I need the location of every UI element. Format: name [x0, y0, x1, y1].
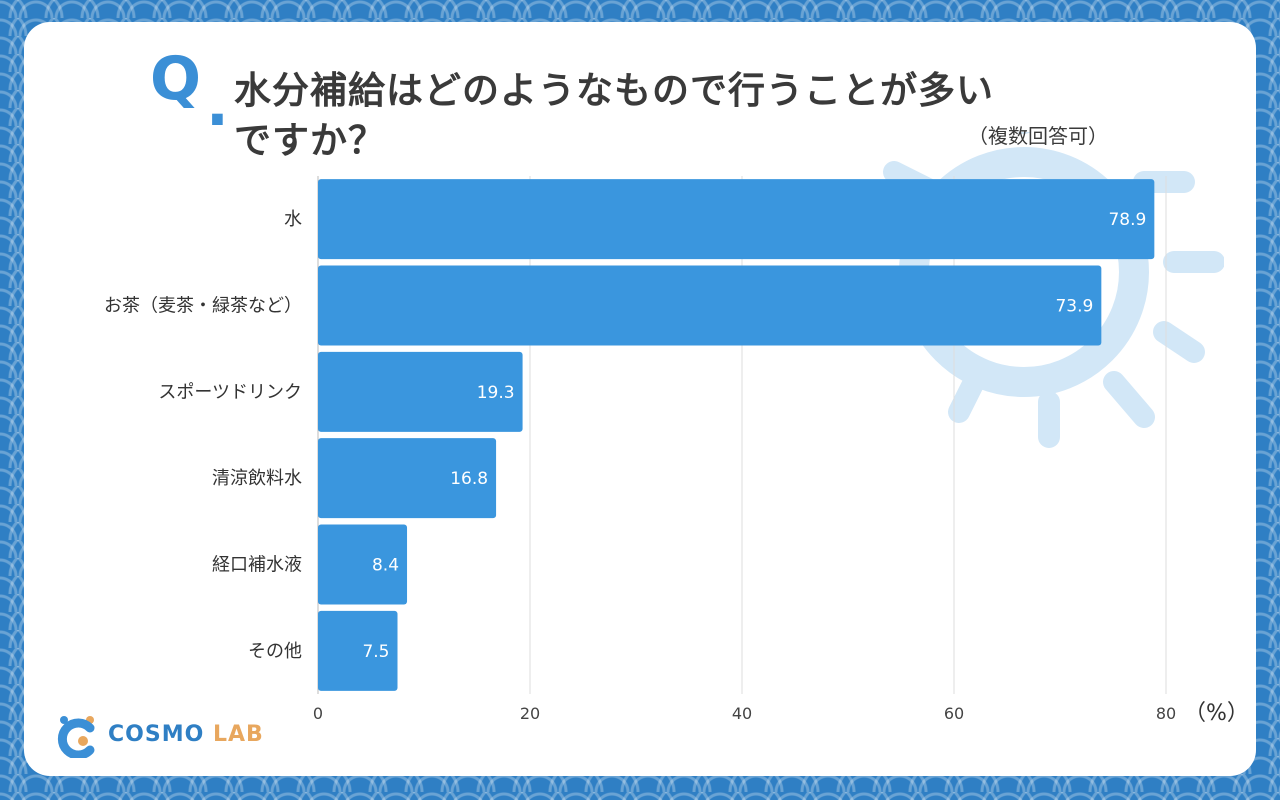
- x-tick-label: 60: [944, 704, 964, 723]
- card: Q . 水分補給はどのようなもので行うことが多い ですか？ （複数回答可） 78…: [24, 22, 1256, 776]
- question-note: （複数回答可）: [968, 124, 1108, 148]
- bar-chart: 78.9 73.9 19.3 16.8 8.4 7.5 水お茶（麦茶・緑茶など） スポーツド…: [104, 176, 1249, 726]
- question-line-1: 水分補給はどのようなもので行うことが多い: [234, 69, 994, 112]
- bar: [318, 438, 497, 519]
- bar: [318, 524, 408, 605]
- bar-value-label: 16.8: [450, 469, 488, 489]
- bar: [318, 610, 398, 691]
- x-axis-unit: （%）: [1184, 701, 1249, 726]
- bar-value-label: 7.5: [362, 642, 389, 662]
- category-label: お茶（麦茶・緑茶など）: [104, 296, 302, 317]
- bar-value-label: 8.4: [372, 556, 399, 576]
- question-title: 水分補給はどのようなもので行うことが多い ですか？: [234, 66, 1134, 166]
- bar-value-label: 19.3: [477, 383, 515, 403]
- bar: [318, 265, 1102, 346]
- x-axis-ticks: 0 20 40 60 80: [313, 704, 1176, 723]
- q-dot: .: [206, 70, 229, 140]
- bar: [318, 351, 523, 432]
- category-label: 経口補水液: [212, 555, 302, 576]
- grid-lines: [317, 176, 1167, 694]
- logo-text-cosmo: COSMO: [108, 722, 205, 747]
- x-tick-label: 40: [732, 704, 752, 723]
- x-tick-label: 80: [1156, 704, 1176, 723]
- cosmo-lab-logo-icon: [57, 716, 95, 758]
- q-mark: Q: [150, 44, 202, 114]
- x-tick-label: 0: [313, 704, 323, 723]
- bar-value-label: 73.9: [1055, 297, 1093, 317]
- category-label: その他: [248, 641, 302, 662]
- logo-text: COSMO LAB: [108, 722, 264, 747]
- x-tick-label: 20: [520, 704, 540, 723]
- logo-text-lab: LAB: [212, 722, 264, 747]
- category-label: スポーツドリンク: [158, 382, 302, 403]
- bar: [318, 179, 1155, 260]
- category-label: 水: [284, 209, 302, 230]
- bars: 78.9 73.9 19.3 16.8 8.4 7.5: [318, 179, 1155, 691]
- bar-value-label: 78.9: [1108, 210, 1146, 230]
- question-line-2: ですか？: [234, 119, 386, 162]
- category-label: 清涼飲料水: [212, 468, 302, 489]
